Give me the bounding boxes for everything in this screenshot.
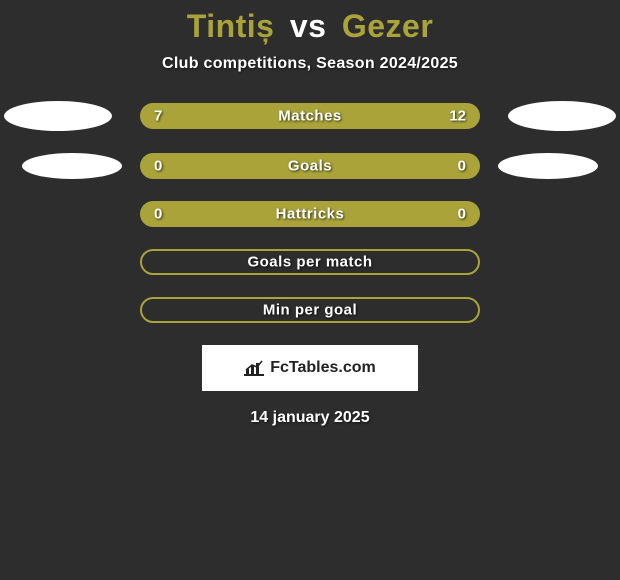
row-mpg: Min per goal: [0, 297, 620, 323]
stat-rows: 7 Matches 12 0 Goals 0 0: [0, 101, 620, 323]
chart-icon: [244, 360, 264, 376]
attribution-text: FcTables.com: [270, 359, 376, 377]
row-matches: 7 Matches 12: [0, 101, 620, 131]
hattricks-label: Hattricks: [276, 206, 345, 223]
bar-matches: 7 Matches 12: [140, 103, 480, 129]
bar-mpg: Min per goal: [140, 297, 480, 323]
bar-gpm: Goals per match: [140, 249, 480, 275]
goals-left-value: 0: [154, 158, 162, 175]
comparison-card: Tintiș vs Gezer Club competitions, Seaso…: [0, 0, 620, 427]
player2-photo-placeholder: [508, 101, 616, 131]
player2-name: Gezer: [342, 8, 433, 44]
hattricks-left-value: 0: [154, 206, 162, 223]
hattricks-right-value: 0: [458, 206, 466, 223]
attribution-badge: FcTables.com: [202, 345, 418, 391]
matches-left-value: 7: [154, 108, 162, 125]
subtitle: Club competitions, Season 2024/2025: [0, 55, 620, 73]
row-hattricks: 0 Hattricks 0: [0, 201, 620, 227]
player1-photo-placeholder: [4, 101, 112, 131]
mpg-label: Min per goal: [263, 302, 357, 319]
player1-name: Tintiș: [187, 8, 275, 44]
goals-label: Goals: [288, 158, 332, 175]
goals-right-value: 0: [458, 158, 466, 175]
player1-club-placeholder: [22, 153, 122, 179]
row-goals: 0 Goals 0: [0, 153, 620, 179]
matches-right-value: 12: [449, 108, 466, 125]
player2-club-placeholder: [498, 153, 598, 179]
vs-label: vs: [290, 8, 327, 44]
date-label: 14 january 2025: [0, 409, 620, 427]
bar-hattricks: 0 Hattricks 0: [140, 201, 480, 227]
row-gpm: Goals per match: [0, 249, 620, 275]
matches-label: Matches: [278, 108, 342, 125]
gpm-label: Goals per match: [247, 254, 372, 271]
bar-goals: 0 Goals 0: [140, 153, 480, 179]
title: Tintiș vs Gezer: [0, 8, 620, 45]
